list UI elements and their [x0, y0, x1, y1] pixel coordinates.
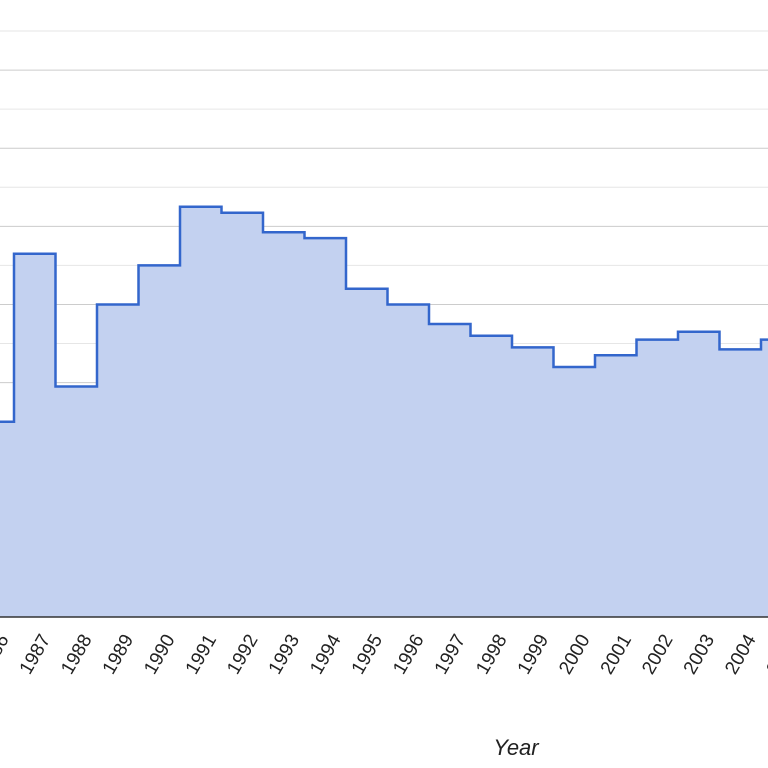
x-tick-label: 1995	[348, 631, 387, 678]
x-tick-label: 2005	[763, 631, 768, 678]
x-tick-label: 1994	[306, 631, 346, 678]
x-tick-label: 1996	[389, 631, 428, 678]
x-tick-label: 1986	[0, 631, 14, 678]
x-tick-label: 2000	[555, 631, 594, 678]
x-tick-label: 1992	[223, 631, 262, 678]
x-tick-label: 1987	[16, 631, 55, 678]
series-step-line	[0, 205, 768, 423]
x-tick-label: 1990	[140, 631, 179, 678]
x-tick-label: 1988	[57, 631, 96, 678]
x-tick-label: 2004	[721, 631, 761, 678]
x-tick-label: 2003	[680, 631, 719, 678]
x-tick-label: 1999	[514, 631, 553, 678]
x-tick-label: 2002	[638, 631, 677, 678]
x-tick-label: 2001	[597, 631, 636, 678]
series-area-fill	[0, 206, 768, 618]
x-tick-label: 1997	[431, 631, 470, 678]
x-tick-labels: 1986 1987 1988 1989 1990 1991 1992 1993 1994 1995…	[0, 631, 768, 678]
x-tick-label: 1993	[265, 631, 304, 678]
x-axis-title: Year	[493, 735, 540, 760]
x-tick-label: 1989	[99, 631, 138, 678]
x-tick-label: 1991	[182, 631, 221, 678]
x-tick-label: 1998	[472, 631, 511, 678]
